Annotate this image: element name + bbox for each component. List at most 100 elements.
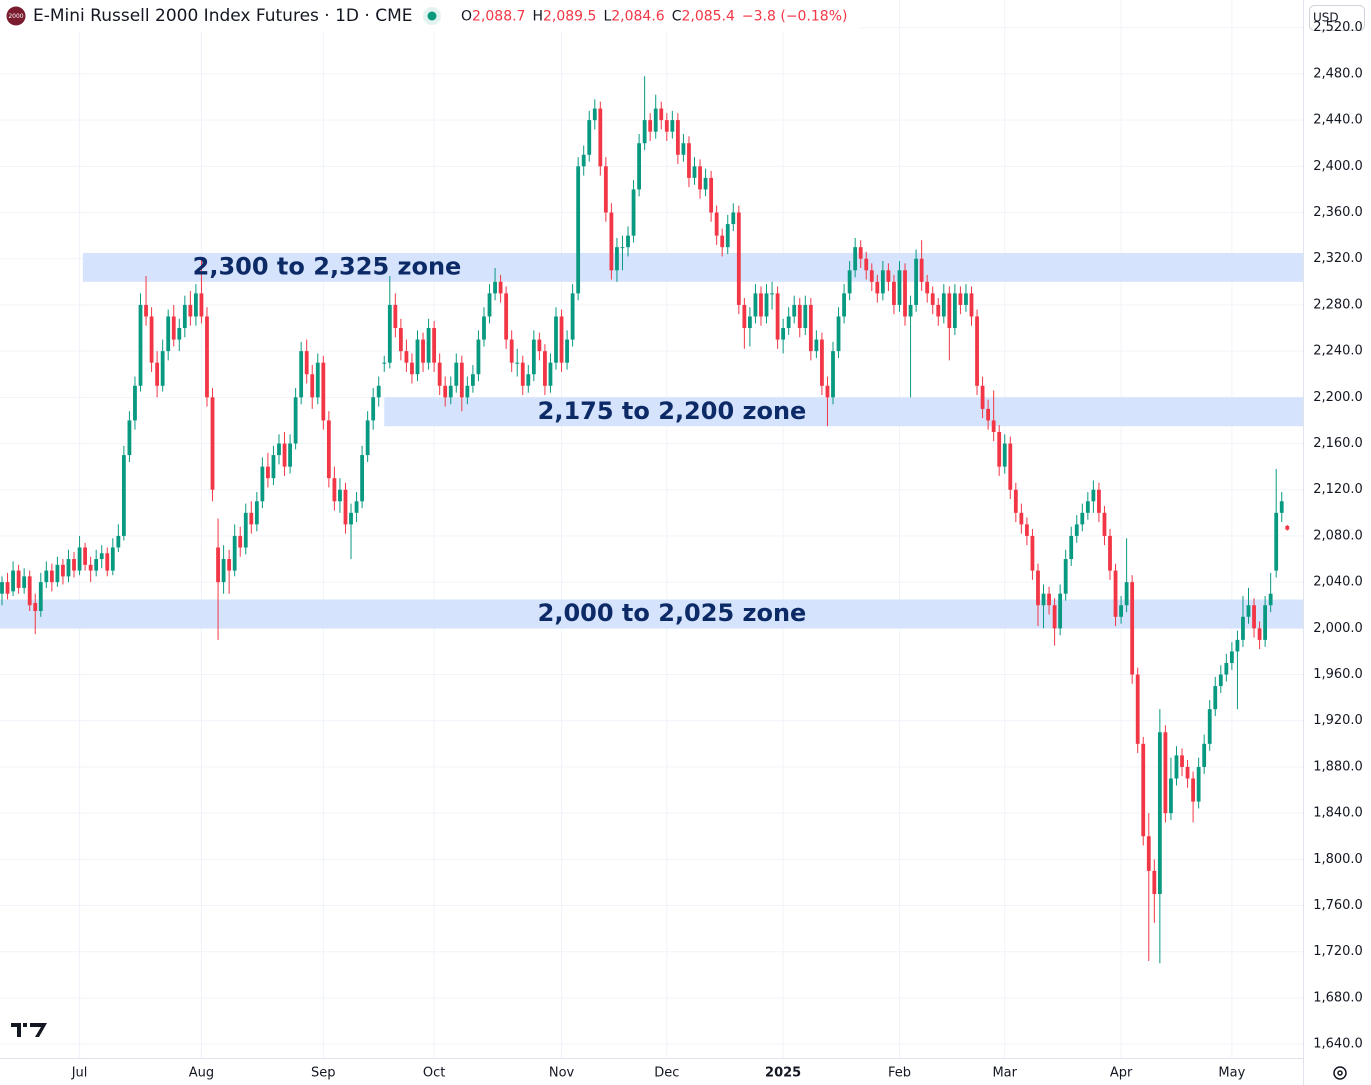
candle-body: [360, 455, 364, 502]
change-value: −3.8 (−0.18%): [742, 9, 848, 25]
candle-body: [781, 328, 786, 340]
candle-body: [975, 316, 979, 386]
candle-body: [748, 316, 752, 329]
candle-body: [22, 576, 27, 588]
y-tick-label: 2,440.0: [1313, 113, 1363, 128]
candle-body: [1008, 443, 1013, 490]
candle-body: [127, 420, 132, 456]
candle-body: [531, 339, 536, 375]
candle-body: [121, 455, 126, 536]
candle-body: [903, 270, 907, 317]
candle-body: [1218, 674, 1223, 687]
candle-body: [166, 316, 171, 352]
candle-body: [1074, 524, 1079, 536]
candle-body: [814, 339, 819, 352]
y-tick-label: 1,640.0: [1313, 1037, 1363, 1052]
candle-body: [133, 385, 137, 421]
candle-body: [714, 212, 719, 236]
x-tick-label: May: [1218, 1066, 1245, 1081]
candle-body: [759, 293, 763, 317]
candle-body: [543, 351, 547, 386]
candle-body: [243, 512, 248, 548]
candle-body: [144, 304, 148, 317]
candle-body: [421, 339, 425, 363]
candle-body: [1146, 836, 1151, 871]
candle-body: [1013, 489, 1018, 513]
candle-body: [66, 559, 71, 577]
logo-text: 2000: [8, 13, 23, 20]
candle-body: [1002, 443, 1007, 467]
candle-body: [520, 362, 525, 386]
candle-body: [149, 316, 154, 363]
y-tick-label: 1,840.0: [1313, 806, 1363, 821]
candle-body: [332, 478, 337, 502]
candle-body: [227, 559, 232, 571]
zone-label: 2,000 to 2,025 zone: [538, 599, 807, 627]
candle-body: [554, 316, 558, 363]
x-tick-label: 2025: [765, 1066, 801, 1081]
candle-body: [487, 293, 492, 317]
candle-body: [216, 547, 220, 583]
candle-body: [11, 570, 15, 592]
candle-body: [908, 304, 913, 317]
candle-body: [365, 420, 370, 456]
candle-body: [831, 351, 835, 398]
candle-body: [537, 339, 542, 352]
candle-body: [404, 351, 409, 363]
zones: [0, 252, 1303, 629]
candle-body: [1141, 743, 1146, 837]
candle-body: [947, 293, 952, 329]
candle-body: [1263, 605, 1268, 640]
candle-body: [786, 316, 791, 329]
candle-body: [138, 304, 143, 386]
candle-body: [116, 535, 121, 548]
candle-body: [1157, 732, 1162, 894]
symbol-title: E-Mini Russell 2000 Index Futures · 1D ·…: [33, 6, 413, 26]
candle-body: [1119, 605, 1123, 617]
candle-body: [1108, 535, 1112, 571]
candle-body: [459, 362, 464, 398]
candle-body: [770, 293, 774, 295]
candle-body: [1180, 755, 1184, 767]
x-tick-label: Jul: [71, 1066, 88, 1081]
candle-body: [194, 293, 198, 317]
candle-body: [471, 374, 475, 386]
candle-body: [1257, 628, 1262, 640]
candle-body: [620, 247, 625, 249]
settings-center: [1337, 1070, 1343, 1076]
candle-body: [1019, 512, 1024, 525]
candle-body: [266, 466, 270, 479]
candle-body: [775, 293, 780, 340]
ohlc-value: 2,084.6: [611, 9, 665, 25]
candle-body: [820, 339, 824, 386]
candle-body: [858, 247, 863, 259]
candle-body: [304, 351, 309, 375]
tv-logo: [11, 1023, 47, 1037]
candle-body: [1229, 651, 1234, 663]
y-tick-label: 1,920.0: [1313, 713, 1363, 728]
candle-body: [626, 235, 630, 248]
candle-body: [825, 385, 830, 398]
ohlc-legend: O2,088.7 H2,089.5 L2,084.6 C2,085.4 −3.8 (−0…: [461, 9, 847, 25]
candle-body: [742, 304, 747, 329]
candle-body: [615, 247, 619, 271]
currency-button[interactable]: [1309, 5, 1365, 31]
candle-body: [853, 247, 858, 271]
candle-body: [260, 466, 265, 502]
candle-body: [515, 362, 520, 364]
candle-body: [930, 293, 935, 305]
x-tick-label: Oct: [423, 1066, 445, 1081]
candle-body: [886, 270, 891, 282]
candle-body: [454, 362, 459, 386]
header: 2000 E-Mini Russell 2000 Index Futures ·…: [0, 0, 860, 32]
candle-body: [1169, 778, 1173, 814]
candle-body: [980, 385, 985, 409]
candle-body: [598, 108, 603, 167]
candle-body: [1097, 489, 1101, 513]
y-tick-label: 2,040.0: [1313, 575, 1363, 590]
candle-body: [581, 154, 586, 167]
candle-body: [1080, 512, 1085, 525]
settings-icon[interactable]: [1333, 1066, 1347, 1080]
candle-body: [177, 328, 182, 340]
zone: [82, 252, 1303, 282]
